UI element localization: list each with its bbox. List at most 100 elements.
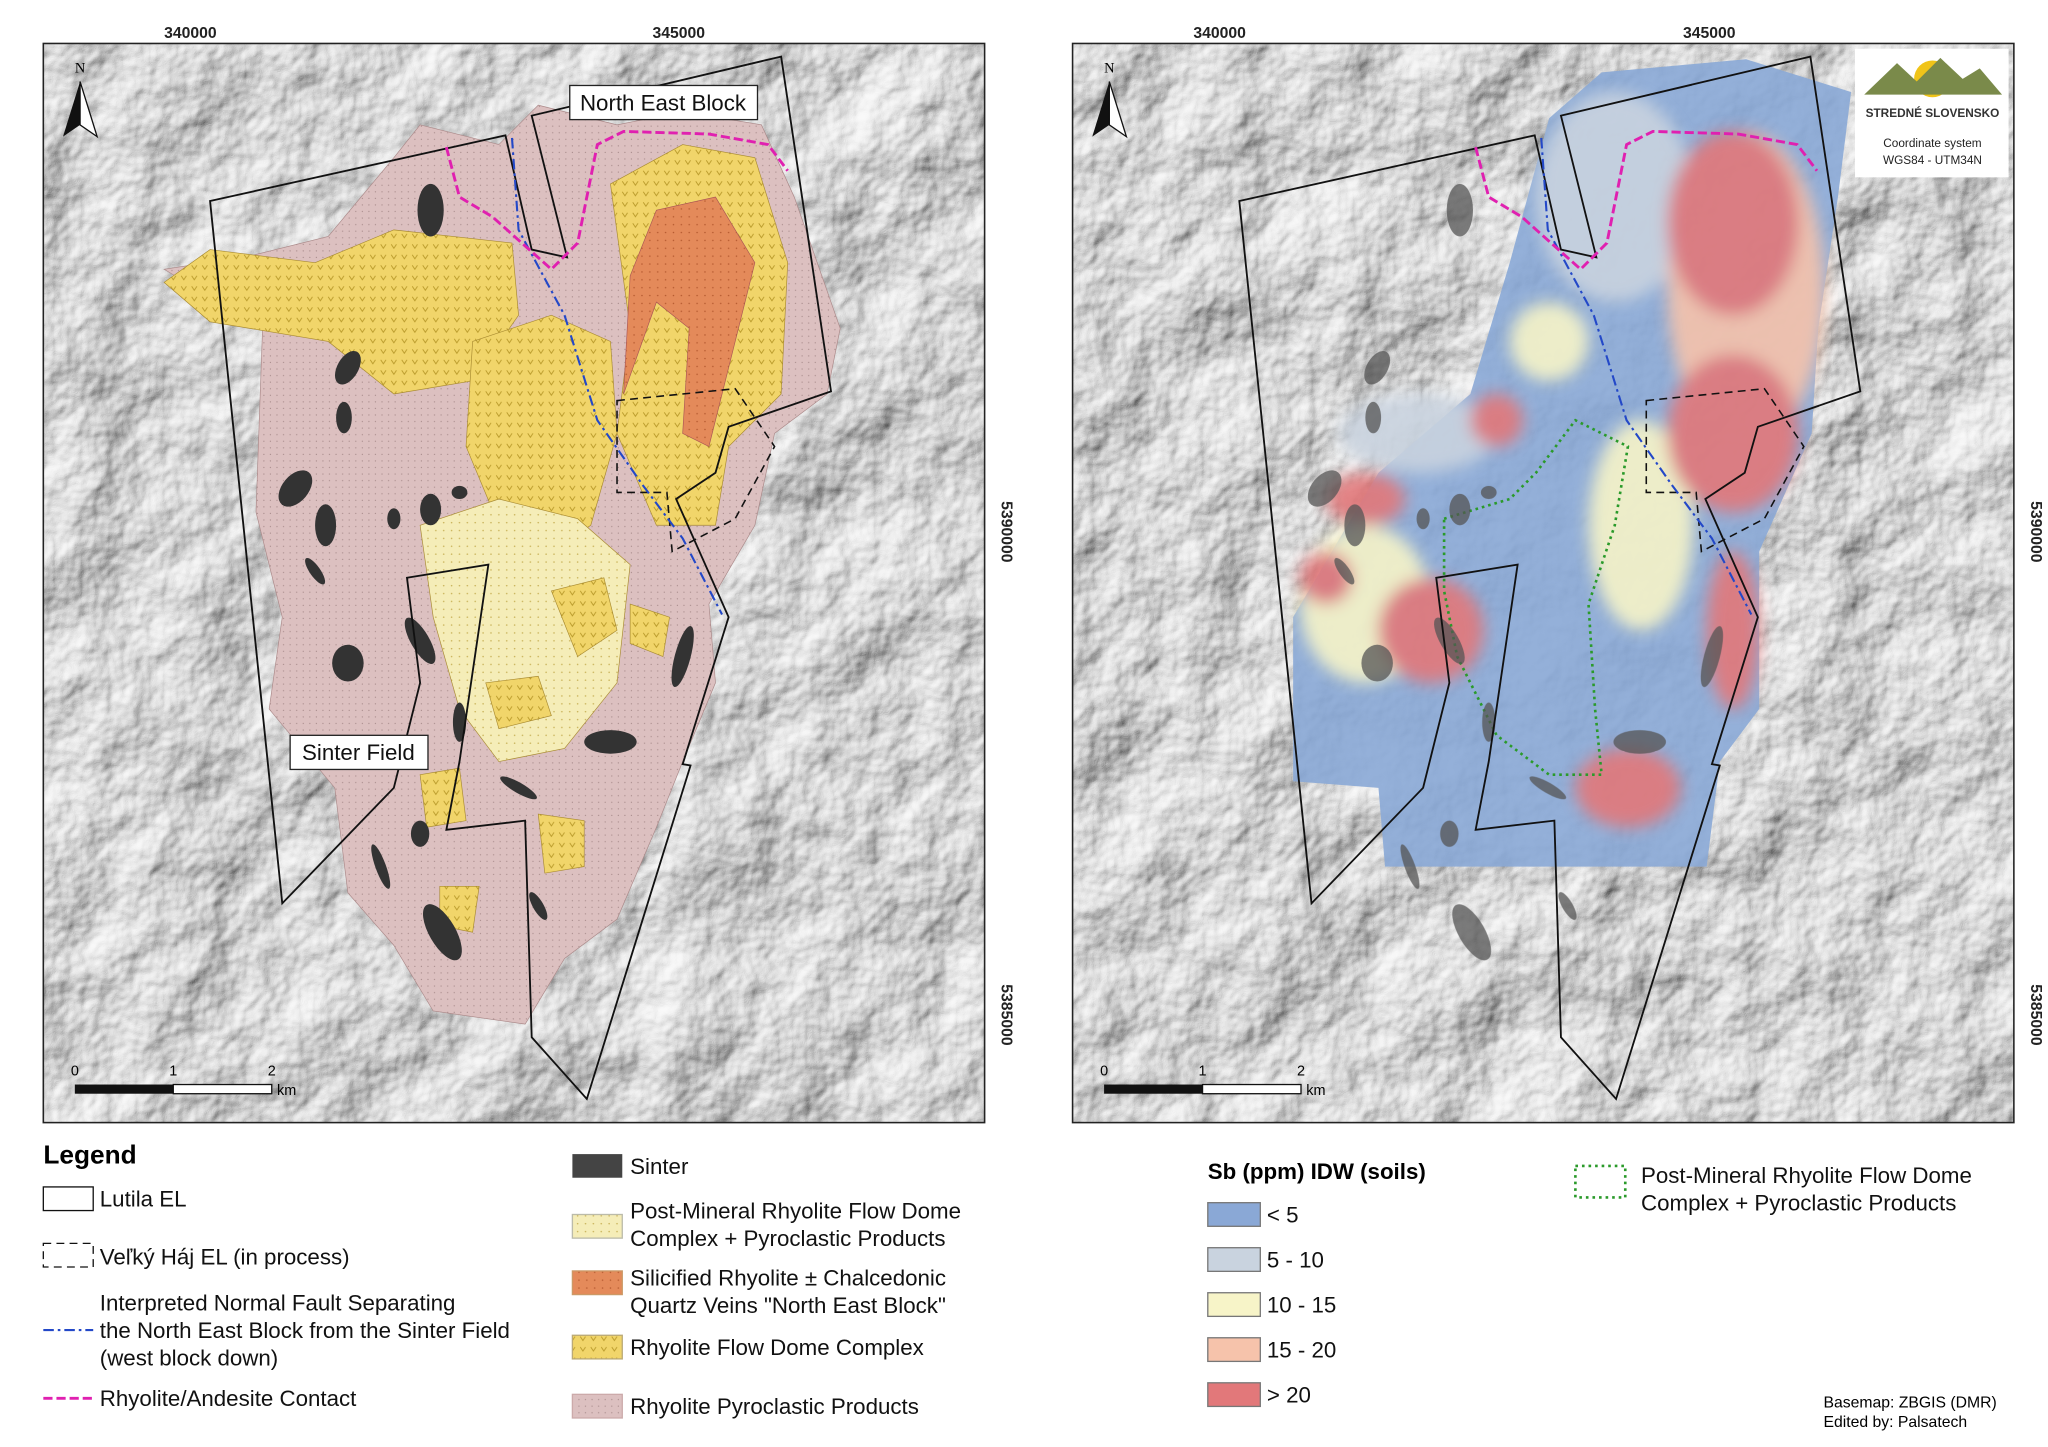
legend: Legend Lutila EL Veľký Háj EL (in process… (42, 1139, 1997, 1431)
map-ellipse (1339, 393, 1497, 473)
x-coord: 340000 (1193, 25, 1246, 42)
legend-text: Silicified Rhyolite ± Chalcedonic (630, 1265, 946, 1290)
crs-text: WGS84 - UTM34N (1883, 153, 1982, 167)
legend-title: Legend (43, 1139, 136, 1169)
logo: STREDNÉ SLOVENSKO Coordinate system WGS8… (1855, 48, 2009, 178)
map-ellipse (1575, 748, 1681, 828)
map-rect (42, 1242, 94, 1268)
scale-tick: 1 (1199, 1063, 1207, 1079)
scale-tick: 0 (1100, 1063, 1108, 1079)
label-text: North East Block (580, 90, 747, 115)
north-label: N (1104, 60, 1115, 76)
scale-tick: 2 (268, 1063, 276, 1079)
map-rect (42, 1186, 94, 1212)
legend-text: Quartz Veins "North East Block" (630, 1293, 946, 1318)
x-coord: 345000 (1683, 25, 1736, 42)
scale-bar: 0 1 2 km 0 1 2 km (71, 1063, 1326, 1099)
map-grid-labels: 340000 345000 5390000 5385000 340000 345… (164, 25, 2044, 1046)
scale-unit: km (277, 1083, 296, 1099)
y-coord: 5390000 (998, 501, 1015, 563)
map-path (1108, 81, 1128, 139)
north-arrow: N N (63, 60, 1128, 139)
legend-text: Complex + Pyroclastic Products (630, 1226, 945, 1251)
class-label: 15 - 20 (1267, 1337, 1336, 1362)
class-label: 10 - 15 (1267, 1292, 1336, 1317)
map-ellipse (1325, 472, 1405, 526)
sb-legend-title: Sb (ppm) IDW (soils) (1208, 1159, 1426, 1184)
north-label: N (75, 60, 86, 76)
class-label: > 20 (1267, 1382, 1311, 1407)
map-rect (74, 1084, 174, 1094)
map-ellipse (1588, 420, 1694, 631)
map-rect (569, 84, 759, 121)
class-label: < 5 (1267, 1202, 1299, 1227)
map-rect (1574, 1164, 1627, 1199)
legend-text: Interpreted Normal Fault Separating (100, 1290, 456, 1315)
x-coord: 345000 (652, 25, 705, 42)
map-path (1442, 418, 1630, 777)
logo-text: STREDNÉ SLOVENSKO (1866, 106, 2000, 120)
map-rect (289, 734, 429, 771)
legend-text: Rhyolite/Andesite Contact (100, 1386, 357, 1411)
credit: Basemap: ZBGIS (DMR) (1824, 1394, 1997, 1411)
map-ellipse (1378, 577, 1484, 683)
y-coord: 5390000 (2027, 501, 2044, 563)
legend-text: Post-Mineral Rhyolite Flow Dome (630, 1198, 961, 1223)
map-path (79, 81, 99, 139)
map-rect (571, 1213, 623, 1239)
map-ellipse (1667, 354, 1799, 513)
class-swatch (1207, 1337, 1261, 1363)
legend-text: the North East Block from the Sinter Fie… (100, 1318, 510, 1343)
map-frame (1071, 42, 2015, 1124)
legend-text: Complex + Pyroclastic Products (1641, 1191, 1956, 1216)
map-label: North East Block Sinter Field (289, 84, 759, 771)
map-ellipse (1667, 131, 1799, 316)
map-path (1864, 57, 2003, 95)
map-path (465, 314, 618, 552)
geology-map (43, 43, 985, 1123)
map-rect (571, 1334, 623, 1360)
map-ellipse (1509, 302, 1589, 381)
geochem-map (1072, 43, 2014, 1123)
legend-text: Sinter (630, 1154, 689, 1179)
scale-tick: 2 (1297, 1063, 1305, 1079)
map-rect (1201, 1083, 1302, 1095)
map-path (419, 498, 631, 762)
map-g: < 5 5 - 10 10 - 15 15 - 20 > 20 (1207, 1202, 1336, 1408)
map-rect (571, 1270, 623, 1296)
legend-text: Post-Mineral Rhyolite Flow Dome (1641, 1163, 1972, 1188)
class-swatch (1207, 1382, 1261, 1408)
class-swatch (1207, 1292, 1261, 1318)
map-ellipse (1470, 393, 1523, 447)
scale-unit: km (1306, 1083, 1325, 1099)
map-rect (571, 1393, 623, 1419)
map-frame (42, 42, 986, 1124)
crs-text: Coordinate system (1883, 136, 1982, 150)
legend-text: Rhyolite Pyroclastic Products (630, 1394, 919, 1419)
legend-text: Lutila EL (100, 1187, 187, 1212)
map-rect (172, 1083, 273, 1095)
map-path (63, 81, 81, 137)
map-path (623, 196, 756, 447)
class-swatch (1207, 1202, 1261, 1227)
map-rect (1104, 1084, 1203, 1094)
scale-tick: 0 (71, 1063, 79, 1079)
map-rect (572, 1154, 623, 1178)
legend-text: Veľký Háj EL (in process) (100, 1244, 350, 1269)
y-coord: 5385000 (2027, 984, 2044, 1046)
map-path (163, 229, 519, 395)
map-path (419, 577, 670, 933)
scale-tick: 1 (169, 1063, 177, 1079)
legend-text: Rhyolite Flow Dome Complex (630, 1335, 924, 1360)
x-coord: 340000 (164, 25, 217, 42)
class-swatch (1207, 1247, 1261, 1272)
y-coord: 5385000 (998, 984, 1015, 1046)
credit: Edited by: Palsatech (1824, 1414, 1968, 1431)
class-label: 5 - 10 (1267, 1247, 1324, 1272)
map-path (1092, 81, 1110, 137)
map-g: Lutila EL Veľký Háj EL (in process) Interp… (100, 1154, 961, 1419)
legend-text: (west block down) (100, 1345, 278, 1370)
label-text: Sinter Field (302, 740, 415, 765)
